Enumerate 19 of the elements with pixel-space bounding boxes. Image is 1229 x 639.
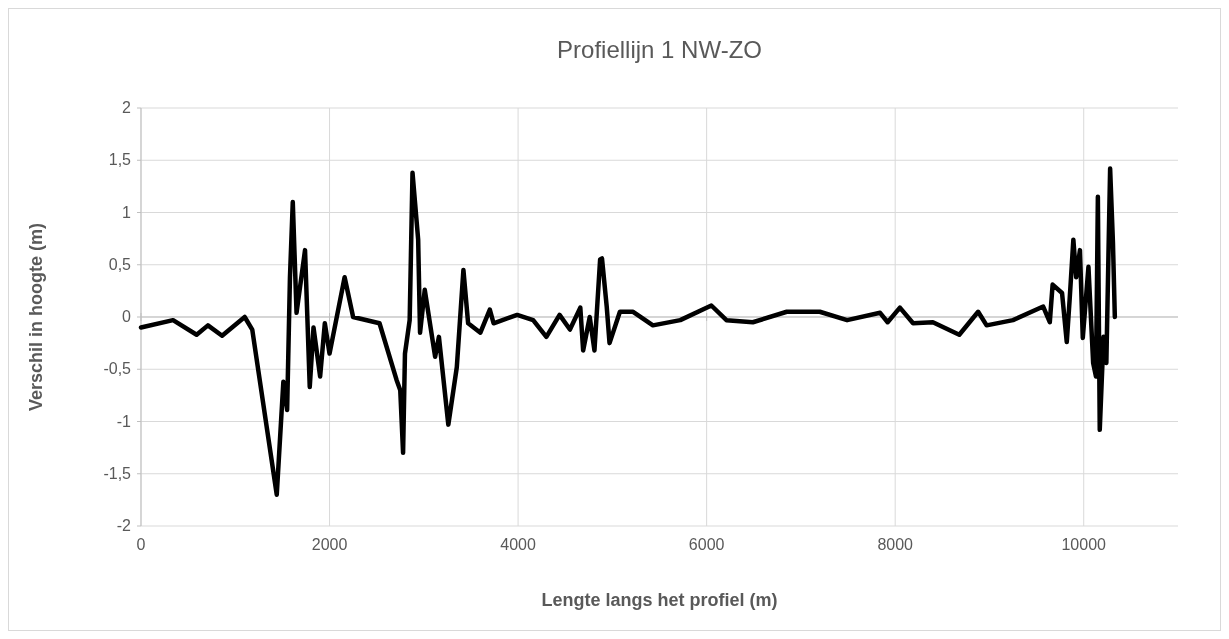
line-series	[138, 166, 1118, 497]
y-tick-label: -2	[116, 517, 132, 534]
y-axis-title: Verschil in hoogte (m)	[26, 222, 46, 412]
x-tick-label: 8000	[877, 536, 914, 553]
y-tick-label: -0,5	[103, 360, 132, 378]
y-tick-label: 0,5	[108, 255, 132, 273]
x-tick-label: 10000	[1061, 536, 1107, 553]
y-tick-label: 2	[122, 99, 132, 116]
y-tick-label: -1	[116, 412, 132, 430]
y-tick-label: 0	[122, 308, 132, 325]
chart-title: Profiellijn 1 NW-ZO	[557, 36, 762, 63]
x-tick-label: 4000	[500, 536, 536, 553]
x-tick-label: 0	[136, 536, 146, 553]
y-tick-label: 1	[122, 203, 132, 221]
x-tick-label: 6000	[688, 536, 725, 553]
y-tick-label: 1,5	[108, 151, 132, 169]
x-tick-label: 2000	[311, 536, 348, 553]
y-tick-label: -1,5	[103, 464, 132, 482]
x-axis-title: Lengte langs het profiel (m)	[541, 590, 778, 610]
